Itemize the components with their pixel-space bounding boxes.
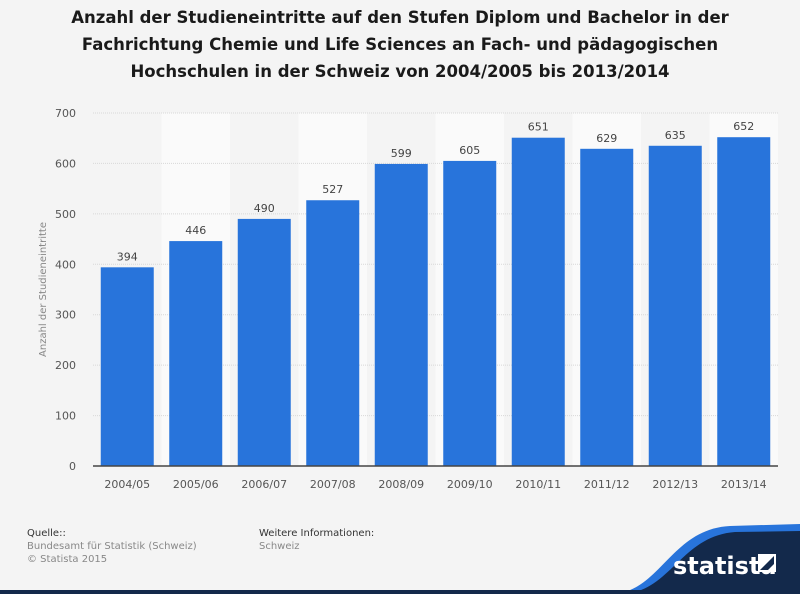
bar <box>648 145 702 466</box>
bar <box>306 200 360 466</box>
x-tick-label: 2004/05 <box>104 478 150 491</box>
bar <box>169 241 223 466</box>
x-tick-label: 2011/12 <box>584 478 630 491</box>
bar <box>717 137 771 466</box>
bar <box>511 137 565 466</box>
info-block: Weitere Informationen: Schweiz <box>259 527 374 553</box>
data-label: 605 <box>459 144 480 157</box>
info-label: Weitere Informationen: <box>259 528 375 539</box>
bar <box>237 218 291 466</box>
x-tick-label: 2006/07 <box>241 478 287 491</box>
data-label: 651 <box>528 121 549 134</box>
data-label: 599 <box>391 147 412 160</box>
x-tick-label: 2013/14 <box>721 478 767 491</box>
statista-mark-icon <box>758 554 776 572</box>
y-tick-label: 0 <box>69 460 76 473</box>
y-tick-label: 700 <box>55 107 76 120</box>
y-axis-label: Anzahl der Studieneintritte <box>38 222 49 357</box>
bar <box>443 160 497 466</box>
source-block: Quelle:: Bundesamt für Statistik (Schwei… <box>27 527 197 566</box>
copyright: © Statista 2015 <box>27 554 108 565</box>
bar <box>580 148 634 466</box>
x-tick-label: 2007/08 <box>310 478 356 491</box>
y-tick-label: 300 <box>55 309 76 322</box>
x-tick-label: 2008/09 <box>378 478 424 491</box>
x-tick-label: 2005/06 <box>173 478 219 491</box>
source-text[interactable]: Bundesamt für Statistik (Schweiz) <box>27 541 197 552</box>
data-label: 629 <box>596 132 617 145</box>
data-label: 652 <box>733 120 754 133</box>
source-label: Quelle:: <box>27 528 66 539</box>
y-tick-label: 200 <box>55 359 76 372</box>
y-tick-label: 100 <box>55 410 76 423</box>
x-tick-label: 2010/11 <box>515 478 561 491</box>
y-tick-label: 500 <box>55 208 76 221</box>
data-label: 635 <box>665 129 686 142</box>
y-tick-label: 600 <box>55 157 76 170</box>
data-label: 394 <box>117 250 138 263</box>
data-label: 527 <box>322 183 343 196</box>
y-tick-label: 400 <box>55 258 76 271</box>
data-label: 446 <box>185 224 206 237</box>
statista-logo[interactable]: statista <box>0 494 800 594</box>
data-label: 490 <box>254 202 275 215</box>
x-tick-label: 2012/13 <box>652 478 698 491</box>
chart-title: Anzahl der Studieneintritte auf den Stuf… <box>71 8 729 81</box>
bar <box>374 163 428 466</box>
x-tick-label: 2009/10 <box>447 478 493 491</box>
info-text[interactable]: Schweiz <box>259 541 300 552</box>
bar <box>100 267 154 466</box>
bar-chart: 0 100 200 300 400 500 600 700 Anzahl der Studien… <box>38 107 778 491</box>
